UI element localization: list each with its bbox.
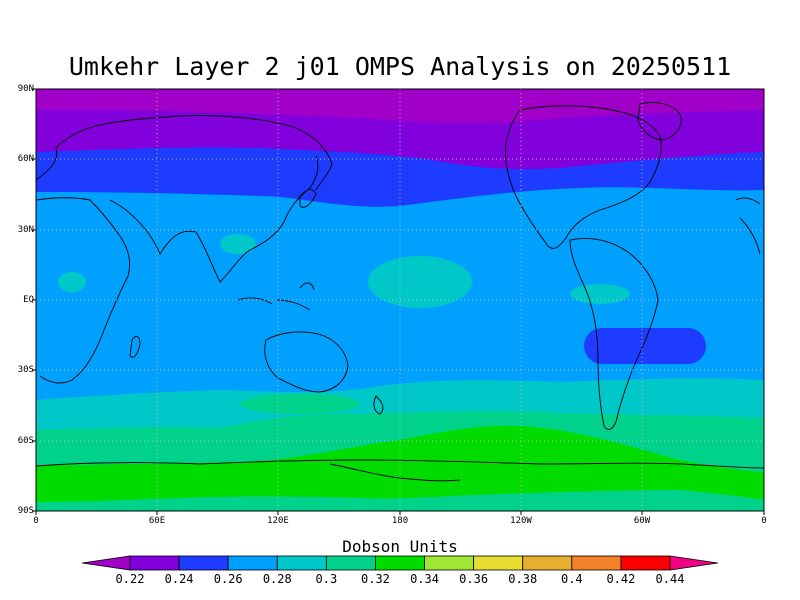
field-patch-atlantic bbox=[570, 284, 630, 304]
legend-tick-label: 0.38 bbox=[508, 572, 538, 586]
field-patch-south-atlantic bbox=[584, 328, 706, 364]
legend-tick-label: 0.42 bbox=[606, 572, 636, 586]
color-bar-segment bbox=[227, 555, 278, 571]
color-bar-high-arrow bbox=[669, 555, 719, 571]
lat-label-30s: 30S bbox=[17, 365, 34, 375]
lon-label-0-left: 0 bbox=[33, 516, 39, 526]
map-title: Umkehr Layer 2 j01 OMPS Analysis on 2025… bbox=[68, 52, 732, 81]
legend-tick-label: 0.32 bbox=[361, 572, 390, 586]
lat-label-60s: 60S bbox=[17, 436, 34, 446]
legend-tick-label: 0.36 bbox=[459, 572, 489, 586]
lat-label-90n: 90N bbox=[17, 84, 34, 94]
color-bar-segment bbox=[375, 555, 425, 571]
lat-label-90s: 90S bbox=[17, 506, 34, 516]
color-bar-segment bbox=[325, 555, 376, 571]
lon-label-120e: 120E bbox=[267, 516, 289, 526]
legend-title: Dobson Units bbox=[342, 537, 458, 556]
lon-label-0-right: 0 bbox=[761, 516, 767, 526]
coastlines bbox=[36, 102, 764, 482]
field-patch-africa bbox=[58, 272, 86, 292]
lon-label-180: 180 bbox=[391, 516, 409, 526]
color-bar-low-arrow bbox=[81, 555, 131, 571]
color-bar-segment bbox=[571, 555, 622, 571]
legend-tick-label: 0.3 bbox=[315, 572, 338, 586]
color-bar-segment bbox=[178, 555, 229, 571]
field-patch-south-pacific bbox=[240, 394, 360, 414]
color-bar-segment bbox=[129, 555, 180, 571]
lat-label-30n: 30N bbox=[17, 225, 34, 235]
legend-tick-label: 0.34 bbox=[410, 572, 439, 586]
color-bar bbox=[81, 555, 719, 571]
legend-tick-label: 0.22 bbox=[115, 572, 145, 586]
lon-label-120w: 120W bbox=[510, 516, 532, 526]
lon-label-60w: 60W bbox=[633, 516, 651, 526]
field-band-032-034 bbox=[36, 425, 764, 502]
field-band-below-022 bbox=[36, 89, 764, 124]
legend-tick-label: 0.28 bbox=[262, 572, 292, 586]
legend-tick-label: 0.26 bbox=[213, 572, 243, 586]
color-bar-segment bbox=[424, 555, 475, 571]
lat-label-60n: 60N bbox=[17, 154, 34, 164]
graticule bbox=[36, 89, 764, 511]
axis-ticks bbox=[32, 88, 765, 515]
lat-label-eq: EQ bbox=[23, 295, 34, 305]
color-bar-segment bbox=[473, 555, 524, 571]
field-patch-tropics bbox=[368, 256, 472, 308]
legend-tick-label: 0.24 bbox=[164, 572, 194, 586]
color-bar-segment bbox=[276, 555, 327, 571]
legend-tick-label: 0.4 bbox=[560, 572, 583, 586]
field-patch-asia bbox=[220, 234, 256, 254]
color-bar-segment bbox=[522, 555, 573, 571]
color-bar-segment bbox=[620, 555, 671, 571]
lon-label-60e: 60E bbox=[148, 516, 166, 526]
legend-tick-label: 0.44 bbox=[655, 572, 685, 586]
